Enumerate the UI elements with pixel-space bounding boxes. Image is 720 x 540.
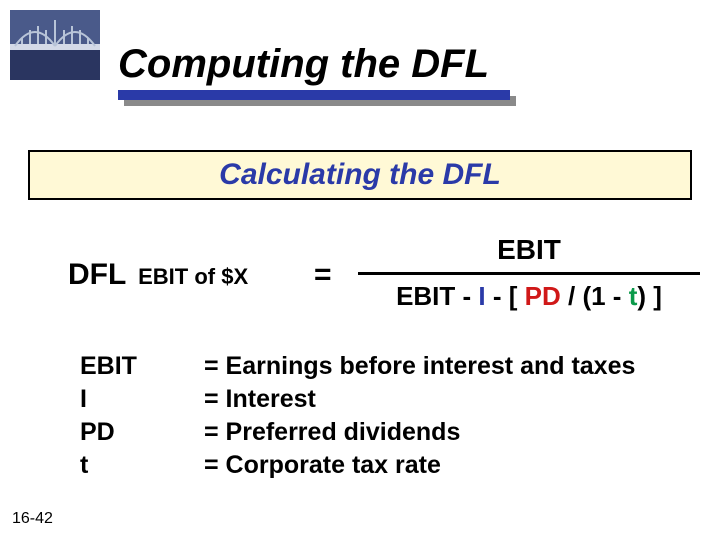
definition-value: = Earnings before interest and taxes — [204, 352, 635, 381]
denom-lparen: ( — [582, 281, 591, 311]
definition-symbol: I — [80, 385, 204, 414]
equals-sign: = — [314, 258, 332, 292]
denom-interest: I — [478, 281, 485, 311]
denom-minus2: - — [486, 281, 509, 311]
lhs-subscript: EBIT of $X — [138, 264, 248, 289]
dfl-formula: DFL EBIT of $X = EBIT EBIT - I - [ PD / … — [68, 234, 688, 318]
formula-lhs: DFL EBIT of $X — [68, 258, 248, 292]
definition-symbol: t — [80, 451, 204, 480]
formula-numerator: EBIT — [358, 234, 700, 270]
definition-value: = Corporate tax rate — [204, 451, 441, 480]
definition-row: EBIT = Earnings before interest and taxe… — [80, 352, 635, 381]
denom-lbracket: [ — [509, 281, 525, 311]
fraction-line — [358, 272, 700, 275]
denom-minus1: - — [455, 281, 478, 311]
title-underline — [118, 90, 510, 100]
denom-rbracket: ] — [646, 281, 662, 311]
denom-slash: / — [561, 281, 583, 311]
denom-minus3: - — [606, 281, 629, 311]
formula-fraction: EBIT EBIT - I - [ PD / (1 - t) ] — [358, 234, 700, 312]
page-number: 16-42 — [12, 510, 53, 528]
subtitle-text: Calculating the DFL — [219, 158, 501, 192]
definition-symbol: PD — [80, 418, 204, 447]
variable-definitions: EBIT = Earnings before interest and taxe… — [80, 352, 635, 484]
denom-one: 1 — [591, 281, 605, 311]
definition-row: I = Interest — [80, 385, 635, 414]
slide-title: Computing the DFL — [118, 42, 489, 87]
denom-rparen: ) — [637, 281, 646, 311]
definition-row: PD = Preferred dividends — [80, 418, 635, 447]
logo-image — [10, 10, 100, 80]
definition-symbol: EBIT — [80, 352, 204, 381]
lhs-dfl: DFL — [68, 258, 126, 291]
definition-row: t = Corporate tax rate — [80, 451, 635, 480]
denom-ebit: EBIT — [396, 281, 455, 311]
formula-denominator: EBIT - I - [ PD / (1 - t) ] — [358, 281, 700, 312]
slide-title-wrap: Computing the DFL — [118, 42, 489, 87]
denom-pd: PD — [525, 281, 561, 311]
definition-value: = Preferred dividends — [204, 418, 460, 447]
subtitle-box: Calculating the DFL — [28, 150, 692, 200]
definition-value: = Interest — [204, 385, 316, 414]
